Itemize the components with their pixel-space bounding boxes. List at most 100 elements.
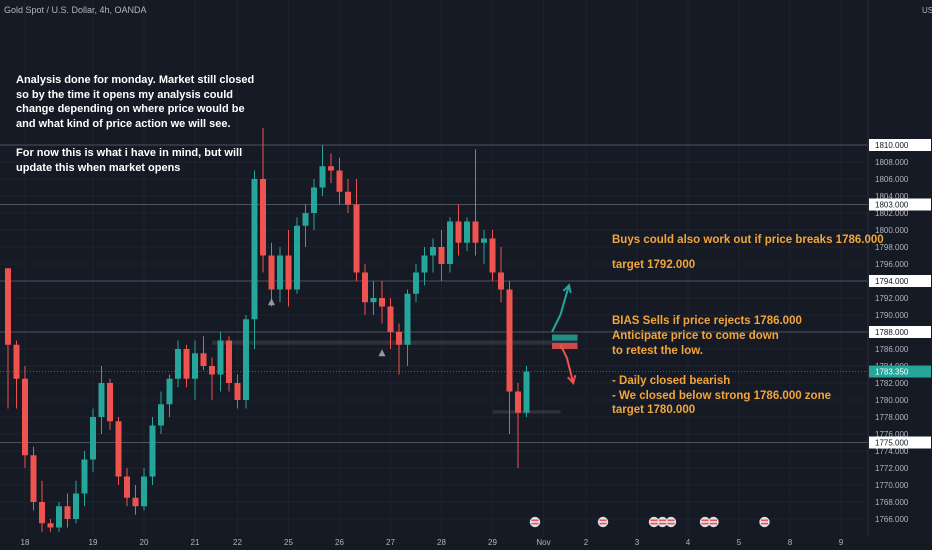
candle — [413, 264, 419, 303]
candle-body — [98, 383, 105, 417]
time-tick-label: 20 — [140, 538, 149, 547]
candle — [506, 281, 513, 434]
candle-body — [311, 187, 317, 213]
markers — [268, 298, 386, 357]
economic-event-icon[interactable] — [529, 516, 541, 528]
economic-event-icon[interactable] — [699, 516, 711, 528]
event-flag-stripe — [531, 519, 539, 522]
candle-body — [464, 221, 470, 243]
candle-body — [124, 476, 130, 498]
price-tick-label: 1766.000 — [875, 515, 909, 524]
triangle-up-marker — [378, 349, 386, 357]
candle — [166, 374, 173, 417]
candle-body — [107, 383, 113, 422]
candle-body — [302, 213, 309, 226]
price-tick-label: 1808.000 — [875, 158, 909, 167]
event-flag-stripe — [599, 522, 607, 525]
position-box[interactable] — [552, 334, 578, 341]
candle — [243, 315, 249, 409]
economic-event-icon[interactable] — [665, 516, 677, 528]
buy-scenario-note[interactable]: Buys could also work out if price breaks… — [612, 234, 884, 246]
candle — [404, 289, 411, 366]
path-arrow[interactable] — [551, 283, 572, 333]
time-tick-label: 2 — [584, 538, 589, 547]
time-axis[interactable]: 18 19 20 21 22 25 26 27 28 29 Nov 2 3 4 5 8 9 — [21, 538, 844, 547]
candle — [455, 204, 462, 256]
economic-event-icon[interactable] — [597, 516, 609, 528]
price-axis[interactable]: 1766.000 1768.000 1770.000 1772.000 1774.000… — [867, 0, 932, 550]
candle — [5, 268, 11, 409]
time-tick-label: 4 — [686, 538, 691, 547]
candle-body — [183, 349, 190, 379]
level-price-tag — [869, 326, 931, 338]
price-tick-label: 1776.000 — [875, 430, 909, 439]
candle — [22, 366, 28, 468]
candle — [464, 217, 470, 252]
position-box[interactable] — [552, 343, 578, 349]
candle — [132, 485, 139, 515]
time-tick-label: 28 — [437, 538, 446, 547]
price-tick-label: 1806.000 — [875, 175, 909, 184]
candle — [175, 340, 181, 388]
candle-body — [404, 293, 411, 345]
event-flag-stripe — [710, 519, 717, 522]
path-arrow[interactable] — [559, 344, 577, 386]
candle-body — [175, 349, 181, 379]
last-price-label: 1783.350 — [875, 368, 909, 377]
candle-body — [481, 238, 487, 243]
event-flag-stripe — [659, 522, 666, 525]
sell-target-note[interactable]: target 1780.000 — [612, 404, 696, 416]
last-price-tag — [869, 365, 931, 378]
candle-body — [81, 459, 88, 494]
arrow-head[interactable] — [567, 375, 577, 386]
event-flag-stripe — [701, 519, 709, 522]
candle-body — [30, 455, 37, 502]
event-flag-stripe — [701, 522, 709, 525]
event-flag-stripe — [531, 522, 539, 525]
price-tick-label: 1804.000 — [875, 192, 909, 201]
candle — [192, 340, 198, 400]
candle-body — [13, 344, 20, 379]
candle — [277, 247, 283, 303]
arrow-path[interactable] — [559, 344, 575, 384]
candle-body — [217, 340, 224, 375]
level-price-label: 1810.000 — [875, 141, 909, 150]
level-price-label: 1788.000 — [875, 328, 909, 337]
analysis-note[interactable]: Analysis done for monday. Market still c… — [16, 74, 255, 174]
candle-body — [22, 378, 28, 456]
level-price-tag — [869, 139, 931, 151]
candle — [489, 230, 496, 281]
candle-body — [260, 179, 266, 256]
arrow-head[interactable] — [562, 283, 572, 294]
zones — [212, 340, 578, 414]
price-tick-label: 1792.000 — [875, 294, 909, 303]
candle-body — [209, 366, 215, 375]
sell-scenario-note[interactable]: BIAS Sells if price rejects 1786.000 Ant… — [612, 315, 831, 402]
level-price-tag — [869, 198, 931, 211]
candle — [302, 204, 309, 247]
event-icons[interactable] — [529, 516, 770, 528]
candle — [370, 281, 377, 315]
candle-body — [64, 506, 71, 519]
candle — [498, 247, 504, 303]
level-price-label: 1775.000 — [875, 439, 909, 448]
candle — [345, 179, 351, 213]
candle-body — [277, 255, 283, 290]
arrow-path[interactable] — [551, 284, 570, 333]
candle — [396, 323, 402, 375]
candle-body — [115, 421, 122, 477]
economic-event-icon[interactable] — [759, 516, 770, 528]
horizontal-levels[interactable] — [0, 144, 868, 443]
candle-body — [243, 319, 249, 400]
level-price-label: 1803.000 — [875, 201, 909, 210]
price-tick-label: 1768.000 — [875, 498, 909, 507]
price-tick-label: 1798.000 — [875, 243, 909, 252]
price-tick-label: 1770.000 — [875, 481, 909, 490]
drawings[interactable] — [551, 283, 578, 386]
economic-event-icon[interactable] — [708, 516, 719, 528]
candle — [294, 217, 300, 294]
buy-target-note[interactable]: target 1792.000 — [612, 259, 696, 271]
candle-body — [506, 289, 513, 392]
